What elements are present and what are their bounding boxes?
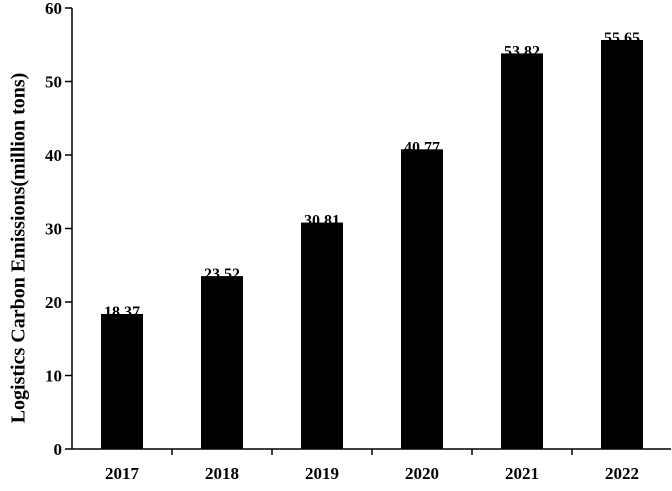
- data-label: 40.77: [404, 139, 440, 156]
- bar: [501, 53, 543, 449]
- x-tick-label: 2019: [305, 464, 339, 483]
- data-label: 55.65: [604, 30, 640, 47]
- data-label: 30.81: [304, 213, 340, 230]
- y-tick-label: 0: [54, 440, 63, 459]
- y-tick-label: 10: [45, 367, 62, 386]
- bar: [401, 149, 443, 449]
- data-label: 18.37: [104, 304, 140, 321]
- x-tick-label: 2017: [105, 464, 140, 483]
- y-tick-label: 60: [45, 0, 62, 18]
- y-tick-label: 50: [45, 73, 62, 92]
- x-tick-label: 2021: [505, 464, 539, 483]
- x-tick-label: 2018: [205, 464, 239, 483]
- bar: [301, 222, 343, 449]
- bar: [601, 39, 643, 449]
- y-tick-label: 40: [45, 146, 62, 165]
- data-label: 53.82: [504, 43, 540, 60]
- bar: [101, 313, 143, 449]
- data-label: 23.52: [204, 266, 240, 283]
- y-tick-label: 30: [45, 220, 62, 239]
- x-tick-label: 2022: [605, 464, 639, 483]
- x-tick-label: 2020: [405, 464, 439, 483]
- y-tick-label: 20: [45, 293, 62, 312]
- bar: [201, 276, 243, 449]
- y-axis-title: Logistics Carbon Emissions(million tons): [8, 73, 30, 424]
